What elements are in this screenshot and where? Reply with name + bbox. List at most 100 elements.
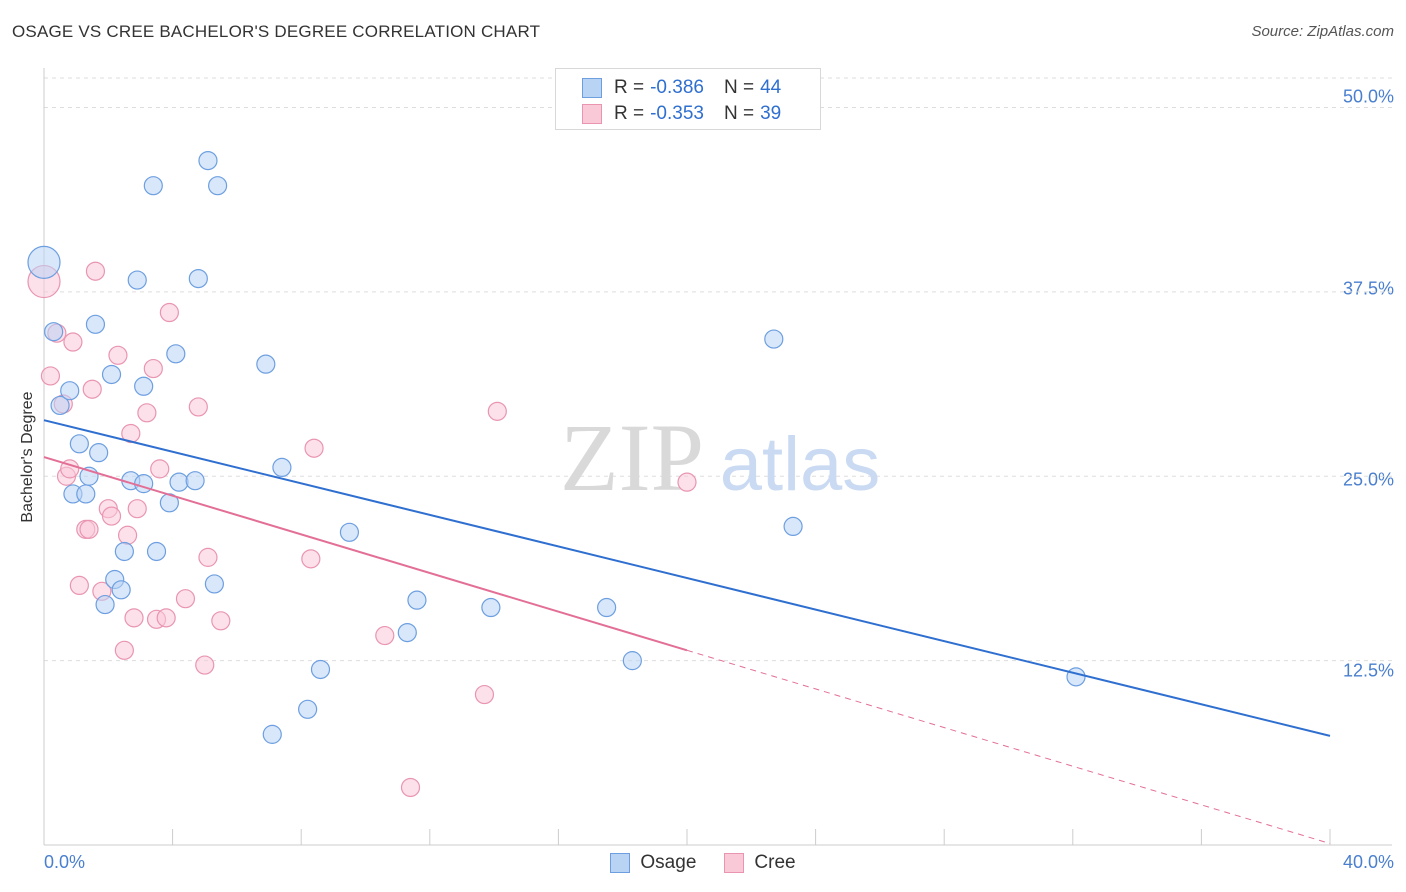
cree-point [156,608,176,628]
n-label: N = [723,103,755,124]
osage-point [69,434,89,454]
osage-point [764,329,784,349]
osage-point [101,364,122,385]
cree-point [82,379,102,399]
osage-point [166,344,186,364]
cree-point [677,472,697,492]
osage-point [185,471,205,491]
osage-point [272,457,292,477]
cree-point [117,525,138,545]
osage-point [198,151,218,171]
cree-point [137,403,157,423]
cree-legend-label: Cree [754,852,796,873]
osage-point [60,381,80,401]
osage-point [169,472,189,492]
osage-point [783,516,803,537]
cree-point [304,438,324,458]
cree-point [69,575,89,596]
source-label: Source: ZipAtlas.com [1251,23,1394,40]
legend-row-osage: R = -0.386 N = 44 [582,76,781,100]
cree-legend-swatch [724,853,745,873]
legend-item-osage: Osage [610,852,696,874]
osage-n-value: 44 [760,77,782,98]
cree-point [159,302,179,323]
osage-point [339,522,360,542]
n-label: N = [723,77,755,98]
osage-point [89,443,109,463]
x-tick-label-max: 40.0% [1342,852,1394,872]
cree-point [301,549,321,569]
cree-point [175,589,196,609]
osage-point [310,659,331,680]
osage-point [146,541,167,562]
y-tick-label: 50.0% [1342,86,1394,107]
osage-point [298,699,318,719]
y-tick-label: 25.0% [1342,469,1394,490]
cree-trend-line-extrapolated [686,649,1331,845]
cree-point [474,684,495,705]
correlation-legend: R = -0.386 N = 44 R = -0.353 N = 39 [555,68,821,130]
osage-point [204,574,224,594]
cree-point [211,611,231,631]
cree-point [188,397,208,417]
watermark-zip: ZIP [560,404,704,511]
cree-swatch [582,104,602,124]
cree-point [85,261,106,281]
cree-point [400,777,421,798]
cree-trend-line [43,456,688,652]
y-tick-label: 37.5% [1342,278,1394,299]
cree-point [101,506,122,526]
osage-legend-label: Osage [640,852,697,873]
x-tick-label-min: 0.0% [44,852,86,872]
osage-point [597,597,617,618]
osage-r-value: -0.386 [650,77,704,98]
osage-point [50,395,70,416]
osage-point [1066,667,1086,687]
osage-trend-line [43,419,1331,737]
osage-point [134,376,154,396]
legend-item-cree: Cree [724,852,796,874]
osage-point [407,590,427,610]
osage-point [208,176,228,196]
osage-point [256,354,276,374]
osage-point [27,245,61,279]
cree-point [63,332,83,352]
y-tick-label: 12.5% [1342,660,1394,681]
cree-point [127,499,147,519]
cree-point [375,625,395,646]
osage-point [76,484,96,504]
osage-point [111,580,131,600]
osage-point [114,541,134,562]
cree-point [124,608,144,628]
cree-n-value: 39 [760,103,782,124]
osage-point [44,322,64,342]
watermark-atlas: atlas [720,422,881,507]
osage-legend-swatch [610,853,631,873]
cree-point [108,345,128,365]
cree-r-value: -0.353 [650,103,704,124]
chart-title: OSAGE VS CREE BACHELOR'S DEGREE CORRELAT… [12,22,541,41]
osage-point [481,597,501,618]
osage-point [143,176,163,196]
cree-point [487,401,507,421]
cree-point [195,655,215,675]
cree-point [114,640,134,660]
osage-point [397,622,417,643]
cree-point [150,459,170,479]
osage-point [262,724,282,744]
osage-point [95,594,115,615]
cree-point [40,366,61,386]
cree-point [198,547,218,567]
osage-swatch [582,78,602,98]
osage-point [188,269,208,289]
r-label: R = [614,77,645,98]
r-label: R = [614,103,645,124]
series-legend: Osage Cree [0,852,1406,874]
cree-point [79,519,99,539]
legend-row-cree: R = -0.353 N = 39 [582,102,781,126]
osage-point [127,270,147,290]
osage-point [85,314,106,334]
cree-point [143,358,163,379]
osage-point [622,651,642,671]
